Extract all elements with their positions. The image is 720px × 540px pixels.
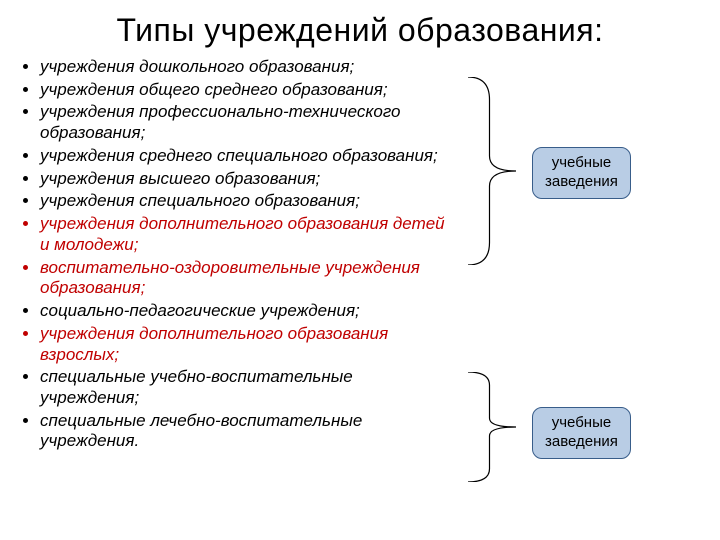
list-item: учреждения профессионально-технического … bbox=[40, 102, 447, 143]
list-item: социально-педагогические учреждения; bbox=[40, 301, 447, 322]
list-item: специальные лечебно-воспитательные учреж… bbox=[40, 411, 447, 452]
slide-title: Типы учреждений образования: bbox=[0, 0, 720, 57]
callout-box: учебныезаведения bbox=[532, 147, 631, 199]
list-item: учреждения дополнительного образования д… bbox=[40, 214, 447, 255]
callout-label-line2: заведения bbox=[545, 433, 618, 452]
list-item: воспитательно-оздоровительные учреждения… bbox=[40, 258, 447, 299]
brace-icon bbox=[467, 77, 517, 265]
brace-icon bbox=[467, 372, 517, 482]
callout-label-line1: учебные bbox=[545, 154, 618, 173]
list-item: специальные учебно-воспитательные учрежд… bbox=[40, 367, 447, 408]
content-row: учреждения дошкольного образования;учреж… bbox=[0, 57, 720, 527]
callout-box: учебныезаведения bbox=[532, 407, 631, 459]
list-item: учреждения среднего специального образов… bbox=[40, 146, 447, 167]
list-item: учреждения общего среднего образования; bbox=[40, 80, 447, 101]
list-item: учреждения высшего образования; bbox=[40, 169, 447, 190]
side-column: учебныезаведенияучебныезаведения bbox=[447, 57, 720, 527]
list-item: учреждения дошкольного образования; bbox=[40, 57, 447, 78]
callout-label-line2: заведения bbox=[545, 173, 618, 192]
bullet-list: учреждения дошкольного образования;учреж… bbox=[22, 57, 447, 454]
list-item: учреждения специального образования; bbox=[40, 191, 447, 212]
list-item: учреждения дополнительного образования в… bbox=[40, 324, 447, 365]
callout-label-line1: учебные bbox=[545, 414, 618, 433]
